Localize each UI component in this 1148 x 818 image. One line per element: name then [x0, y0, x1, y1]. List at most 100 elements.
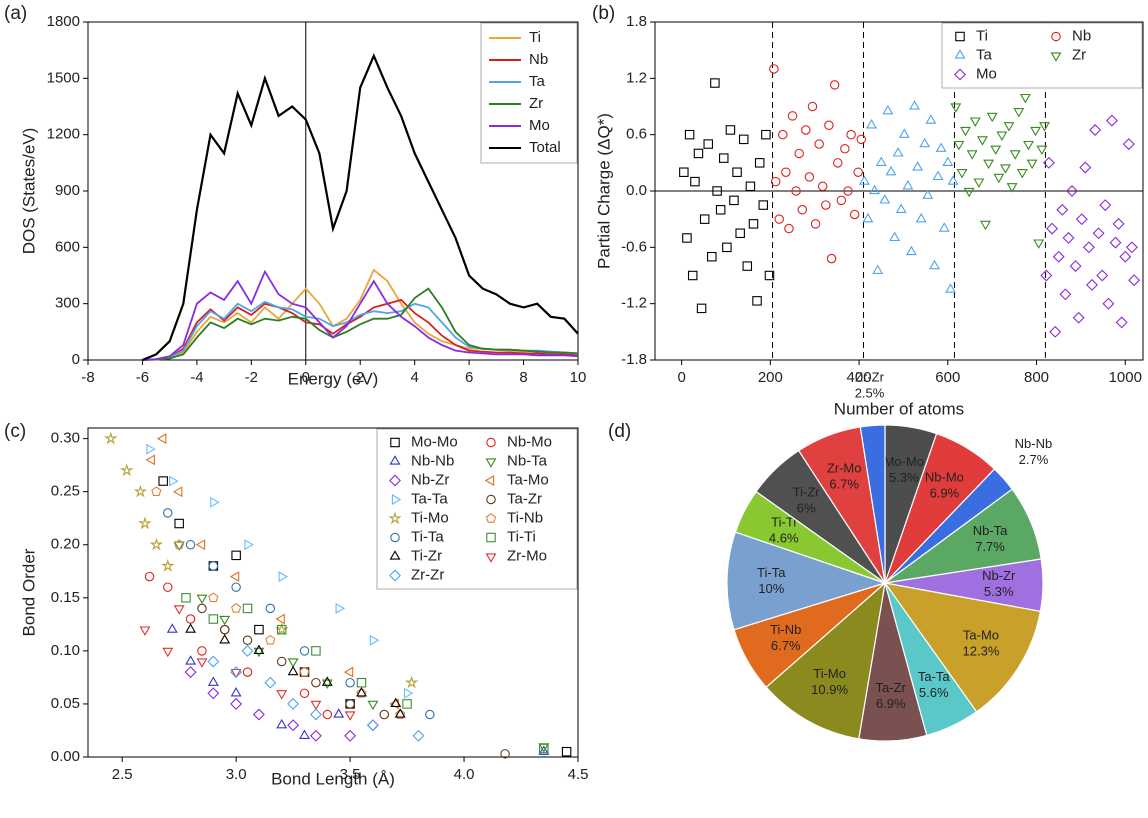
- point: [1115, 316, 1128, 329]
- y-tick-label: 0.0: [626, 182, 647, 199]
- point: [1089, 124, 1102, 136]
- point: [184, 666, 197, 679]
- y-axis-label: Partial Charge (ΔQ*): [594, 113, 613, 269]
- slice-name: Zr-Mo: [827, 460, 862, 475]
- point: [404, 675, 419, 689]
- point: [969, 117, 981, 127]
- y-tick-label: 0.05: [51, 695, 80, 712]
- point: [538, 743, 550, 753]
- legend-label: Nb-Nb: [411, 452, 454, 469]
- y-tick-label: -1.8: [621, 351, 647, 368]
- point: [976, 136, 988, 146]
- legend-swatch: [389, 569, 401, 582]
- point: [1069, 260, 1082, 273]
- point: [287, 697, 300, 710]
- point: [343, 666, 354, 678]
- slice-value: 6.7%: [829, 476, 859, 491]
- point: [1062, 231, 1075, 244]
- y-tick-label: 0.6: [626, 126, 647, 143]
- point: [356, 677, 367, 688]
- legend-label: Ta-Mo: [507, 471, 549, 488]
- point: [905, 245, 917, 256]
- point: [230, 668, 242, 679]
- slice-name: Mo-Mo: [884, 454, 924, 469]
- y-tick-label: 0: [72, 351, 80, 368]
- point: [322, 709, 333, 720]
- slice-value: 6.7%: [771, 638, 801, 653]
- point: [369, 634, 380, 646]
- point: [402, 699, 412, 709]
- point: [929, 259, 940, 270]
- slice-name: Nb-Mo: [925, 469, 964, 484]
- point: [379, 709, 390, 720]
- series-line: [141, 52, 579, 362]
- slice-value: 6%: [797, 500, 816, 515]
- point: [161, 558, 175, 572]
- legend-box: [480, 22, 578, 164]
- legend-label: Zr-Mo: [507, 547, 547, 564]
- point: [1049, 325, 1062, 338]
- point: [242, 635, 253, 646]
- point: [1112, 217, 1125, 230]
- point: [1096, 269, 1109, 282]
- legend-swatch: [954, 68, 966, 81]
- point: [703, 139, 713, 149]
- point: [912, 161, 924, 171]
- point: [394, 708, 406, 718]
- point: [181, 593, 191, 603]
- y-axis-label: DOS (States/eV): [19, 128, 38, 255]
- point: [696, 303, 707, 314]
- point: [963, 187, 975, 198]
- slice-name: Ta-Mo: [963, 627, 999, 642]
- point: [942, 156, 954, 166]
- y-tick-label: 1.2: [626, 69, 647, 86]
- point: [1000, 164, 1011, 174]
- point: [287, 665, 299, 676]
- point: [1119, 250, 1132, 263]
- point: [826, 253, 837, 264]
- point: [693, 148, 704, 159]
- x-tick-label: 2.5: [112, 766, 133, 783]
- slice-name: Ta-Zr: [876, 680, 907, 695]
- point: [197, 603, 207, 614]
- point: [231, 603, 242, 613]
- point: [299, 688, 310, 699]
- point: [173, 541, 185, 552]
- point: [909, 100, 920, 110]
- x-axis-label: Bond Length (Å): [271, 769, 395, 788]
- point: [960, 126, 971, 137]
- legend-label: Nb-Mo: [507, 433, 552, 450]
- point: [299, 646, 310, 656]
- x-tick-label: 2: [356, 369, 364, 386]
- point: [253, 644, 265, 655]
- legend-swatch: [954, 49, 966, 59]
- point: [687, 270, 698, 281]
- x-axis-label: Number of atoms: [834, 399, 964, 418]
- y-tick-label: 0.15: [51, 589, 80, 606]
- slice-value: 7.7%: [975, 539, 1005, 554]
- y-tick-label: 300: [55, 295, 80, 312]
- legend-label: Ti-Ta: [411, 528, 444, 545]
- legend-label: Ta-Ta: [411, 490, 448, 507]
- point: [367, 700, 379, 711]
- slice-value: 4.6%: [769, 531, 799, 546]
- panel-label: (c): [4, 421, 26, 442]
- x-tick-label: 8: [519, 369, 527, 386]
- point: [875, 156, 887, 166]
- panel-label: (b): [592, 3, 615, 24]
- slice-name: Ti-Nb: [770, 622, 801, 637]
- point: [173, 605, 185, 615]
- x-tick-label: 0: [677, 369, 685, 386]
- legend-label: Ta-Zr: [507, 490, 542, 507]
- x-tick-label: 6: [465, 369, 473, 386]
- point: [1092, 227, 1105, 240]
- point: [719, 153, 729, 163]
- point: [145, 454, 155, 466]
- pie-slice: [726, 531, 887, 631]
- legend-swatch: [388, 511, 402, 525]
- x-tick-label: 4.0: [454, 766, 475, 783]
- point: [980, 220, 991, 231]
- point: [208, 614, 219, 624]
- legend-swatch: [1051, 31, 1061, 42]
- y-axis-label: Bond Order: [19, 548, 38, 636]
